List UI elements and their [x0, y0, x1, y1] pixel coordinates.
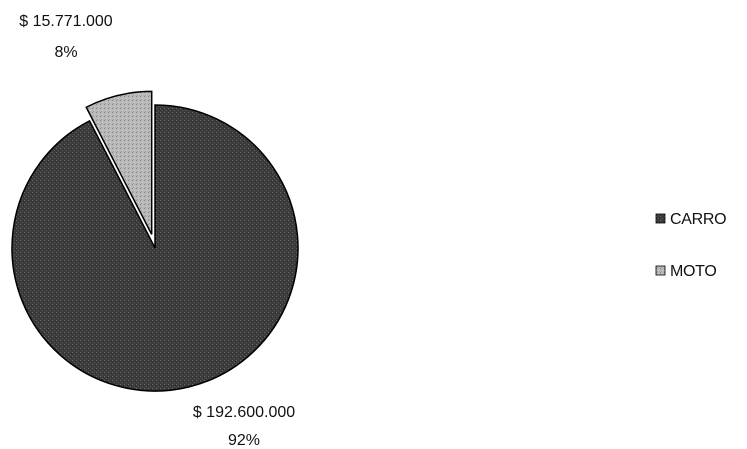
pie-slice-carro	[11, 104, 299, 392]
pie-slice-moto	[85, 90, 153, 235]
pie-slices	[11, 90, 299, 392]
legend-item-moto: MOTO	[655, 263, 717, 280]
carro-percent-label: 92%	[228, 432, 260, 449]
legend-label-moto: MOTO	[670, 263, 717, 280]
legend-item-carro: CARRO	[655, 211, 727, 228]
moto-value-label: $ 15.771.000	[19, 13, 113, 30]
moto-percent-label: 8%	[54, 44, 77, 61]
legend-swatch-moto	[655, 265, 666, 276]
legend: CARRO MOTO	[655, 211, 727, 280]
legend-label-carro: CARRO	[670, 211, 726, 228]
legend-swatch-carro	[655, 213, 666, 224]
carro-value-label: $ 192.600.000	[193, 404, 295, 421]
